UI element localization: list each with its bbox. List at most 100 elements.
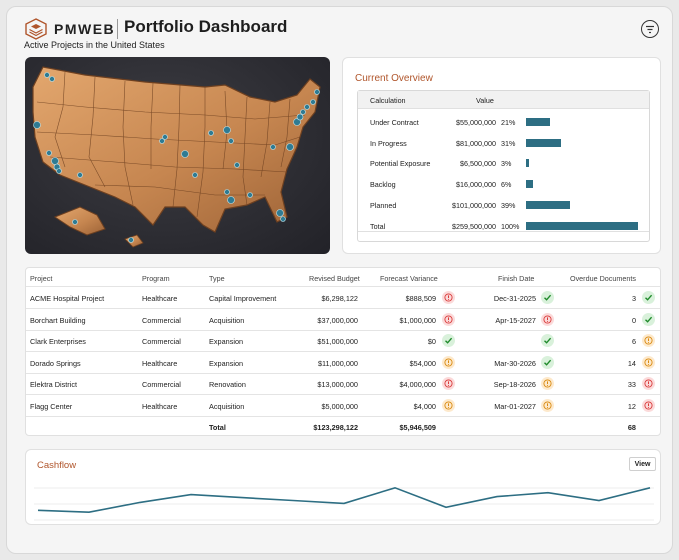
cell-type: Expansion (209, 337, 244, 346)
cell-project[interactable]: Clark Enterprises (30, 337, 86, 346)
cell-finish-date: Mar-01-2027 (494, 401, 536, 411)
cell-revised-budget: $6,298,122 (321, 294, 358, 303)
finish-status[interactable] (541, 291, 554, 304)
row-divider (26, 372, 660, 374)
col-finish-date[interactable]: Finish Date (498, 274, 535, 283)
overview-row-bar (526, 221, 638, 230)
row-divider (26, 415, 660, 417)
current-overview-card: Current Overview Calculation Value Under… (342, 57, 661, 254)
variance-status[interactable] (442, 377, 455, 390)
alert-icon (543, 314, 552, 324)
us-map-graphic (32, 66, 321, 248)
cell-project[interactable]: Borchart Building (30, 315, 86, 325)
overdue-status[interactable] (642, 398, 655, 412)
cell-program: Healthcare (142, 358, 178, 368)
overdue-status[interactable] (642, 291, 655, 304)
overview-row: Total $259,500,000 100% (358, 219, 649, 233)
overview-row-value: $16,000,000 (456, 180, 496, 190)
variance-status[interactable] (442, 334, 455, 347)
variance-status[interactable] (442, 291, 455, 304)
cell-program: Healthcare (142, 294, 178, 303)
cell-overdue-documents: 12 (627, 401, 636, 411)
finish-status[interactable] (541, 312, 554, 326)
overview-row-pct: 100% (501, 221, 520, 231)
check-icon (544, 337, 552, 344)
overview-row-label: Potential Exposure (370, 159, 431, 169)
cell-forecast-variance: $4,000,000 (399, 380, 436, 389)
cell-type: Acquisition (209, 315, 245, 325)
cell-project[interactable]: Elektra District (30, 380, 78, 389)
overview-col-value: Value (476, 96, 494, 105)
col-overdue-documents[interactable]: Overdue Documents (570, 274, 636, 283)
table-row[interactable]: ACME Hospital Project Healthcare Capital I… (26, 287, 660, 309)
cashflow-title: Cashflow (37, 460, 77, 471)
cell-project[interactable]: Dorado Springs (30, 358, 81, 368)
finish-status[interactable] (541, 334, 554, 347)
table-row[interactable]: Clark Enterprises Commercial Expansion $51,… (26, 330, 660, 352)
cell-forecast-variance: $54,000 (409, 358, 436, 368)
overview-row-value: $259,500,000 (452, 221, 496, 231)
col-type[interactable]: Type (209, 274, 225, 283)
overdue-status[interactable] (642, 312, 655, 326)
cashflow-series-line[interactable] (37, 486, 651, 514)
alert-icon (444, 379, 453, 388)
cell-program: Commercial (142, 337, 181, 346)
table-row[interactable]: Dorado Springs Healthcare Expansion $11,000… (26, 352, 660, 374)
total-budget: $123,298,122 (313, 423, 358, 432)
overview-row: In Progress $81,000,000 31% (358, 136, 649, 150)
warning-icon (444, 357, 453, 367)
table-row[interactable]: Borchart Building Commercial Acquisition $3… (26, 309, 660, 331)
variance-status[interactable] (442, 355, 455, 369)
table-row[interactable]: Flagg Center Healthcare Acquisition $5,000,… (26, 395, 660, 417)
check-icon (544, 294, 552, 301)
cell-forecast-variance: $888,509 (405, 294, 436, 303)
table-row[interactable]: Elektra District Commercial Renovation $13,… (26, 373, 660, 395)
overview-title: Current Overview (355, 73, 433, 84)
col-project[interactable]: Project (30, 274, 53, 283)
cell-project[interactable]: Flagg Center (30, 401, 73, 411)
cell-overdue-documents: 3 (631, 294, 636, 303)
cell-finish-date: Mar-30-2026 (494, 358, 536, 368)
col-revised-budget[interactable]: Revised Budget (309, 274, 360, 283)
cell-project[interactable]: ACME Hospital Project (30, 294, 105, 303)
overview-row-bar (526, 159, 530, 168)
cell-overdue-documents: 6 (631, 337, 636, 346)
warning-icon (444, 400, 453, 410)
cashflow-chart[interactable] (34, 478, 654, 522)
overdue-status[interactable] (642, 355, 655, 369)
map-markers (33, 72, 320, 243)
overview-row-pct: 31% (501, 138, 516, 148)
total-label: Total (209, 423, 226, 432)
check-icon (544, 359, 552, 366)
total-variance: $5,946,509 (399, 423, 436, 432)
cell-type: Capital Improvement (209, 294, 277, 303)
us-projects-map[interactable] (25, 57, 330, 254)
overview-table-header: Calculation Value (358, 91, 649, 109)
cell-program: Healthcare (142, 401, 178, 411)
pmweb-logo-icon (25, 18, 47, 40)
finish-status[interactable] (541, 398, 554, 412)
overdue-status[interactable] (642, 377, 655, 390)
variance-status[interactable] (442, 398, 455, 412)
overdue-status[interactable] (642, 334, 655, 347)
finish-status[interactable] (541, 355, 554, 369)
filter-button[interactable] (641, 20, 659, 38)
row-divider (26, 394, 660, 395)
col-program[interactable]: Program (142, 274, 170, 283)
filter-icon (646, 25, 654, 33)
overview-row-pct: 21% (501, 118, 516, 127)
alert-icon (644, 400, 653, 410)
col-forecast-variance[interactable]: Forecast Variance (380, 274, 438, 283)
overview-row: Under Contract $55,000,000 21% (358, 115, 649, 129)
row-divider (26, 329, 660, 331)
finish-status[interactable] (541, 377, 554, 390)
overview-row-label: Total (370, 221, 386, 231)
cashflow-card: Cashflow View (25, 449, 661, 525)
variance-status[interactable] (442, 312, 455, 326)
check-icon (445, 337, 453, 344)
overview-row: Planned $101,000,000 39% (358, 198, 649, 212)
warning-icon (543, 400, 552, 410)
overview-row-label: In Progress (370, 138, 407, 148)
total-overdue: 68 (627, 423, 636, 432)
cashflow-view-button[interactable]: View (629, 457, 656, 471)
